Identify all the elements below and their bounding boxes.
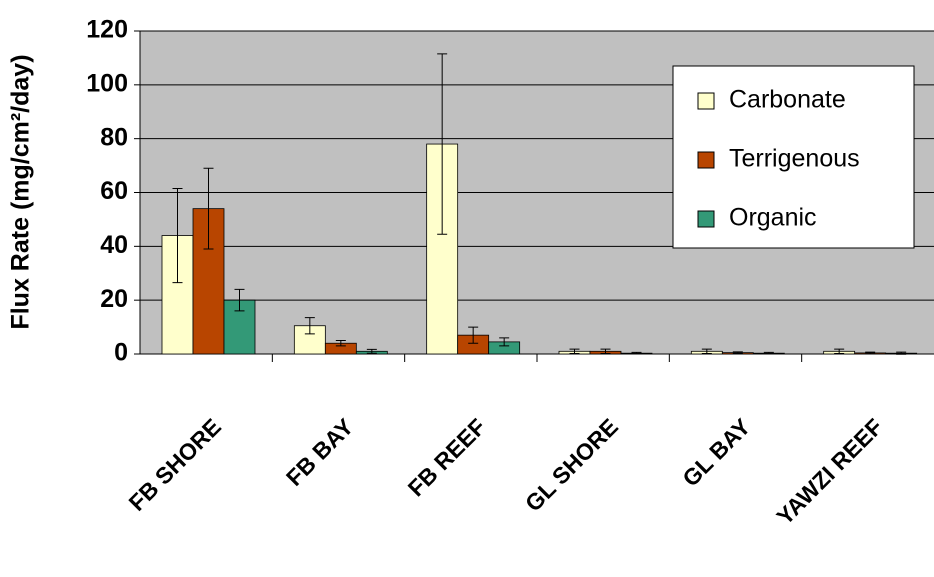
error-bar — [631, 351, 642, 355]
error-bar — [701, 348, 712, 354]
y-tick-label: 80 — [100, 123, 128, 151]
error-bar — [732, 351, 743, 354]
legend-swatch — [697, 210, 715, 228]
error-bar — [600, 348, 611, 354]
x-tick-label: GL SHORE — [520, 413, 623, 516]
y-tick-label: 0 — [114, 339, 128, 367]
y-tick-label: 100 — [86, 69, 128, 97]
legend-label: Organic — [729, 204, 817, 232]
error-bar — [366, 348, 377, 354]
y-tick-label: 60 — [100, 177, 128, 205]
legend-swatch — [697, 92, 715, 110]
error-bar — [834, 348, 845, 354]
legend-label: Carbonate — [729, 86, 846, 114]
legend-label: Terrigenous — [729, 145, 860, 173]
error-bar — [437, 53, 448, 235]
error-bar — [896, 351, 907, 355]
error-bar — [335, 340, 346, 347]
error-bar — [234, 288, 245, 312]
y-tick-label: 120 — [86, 16, 128, 44]
legend: Carbonate Terrigenous Organic — [672, 65, 915, 249]
y-axis-label: Flux Rate (mg/cm²/day) — [7, 54, 35, 329]
error-bar — [569, 348, 580, 354]
x-tick-label: FB REEF — [403, 413, 491, 501]
error-bar — [865, 351, 876, 355]
x-tick-label: GL BAY — [677, 413, 755, 491]
y-tick-label: 20 — [100, 285, 128, 313]
x-tick-label: FB SHORE — [124, 413, 226, 515]
x-tick-label: YAWZI REEF — [771, 413, 887, 529]
error-bar — [468, 326, 479, 344]
legend-swatch — [697, 151, 715, 169]
error-bar — [763, 351, 774, 355]
error-bar — [304, 317, 315, 335]
error-bar — [172, 187, 183, 284]
error-bar — [499, 337, 510, 347]
x-tick-label: FB BAY — [281, 413, 358, 490]
error-bar — [203, 167, 214, 250]
y-tick-label: 40 — [100, 231, 128, 259]
